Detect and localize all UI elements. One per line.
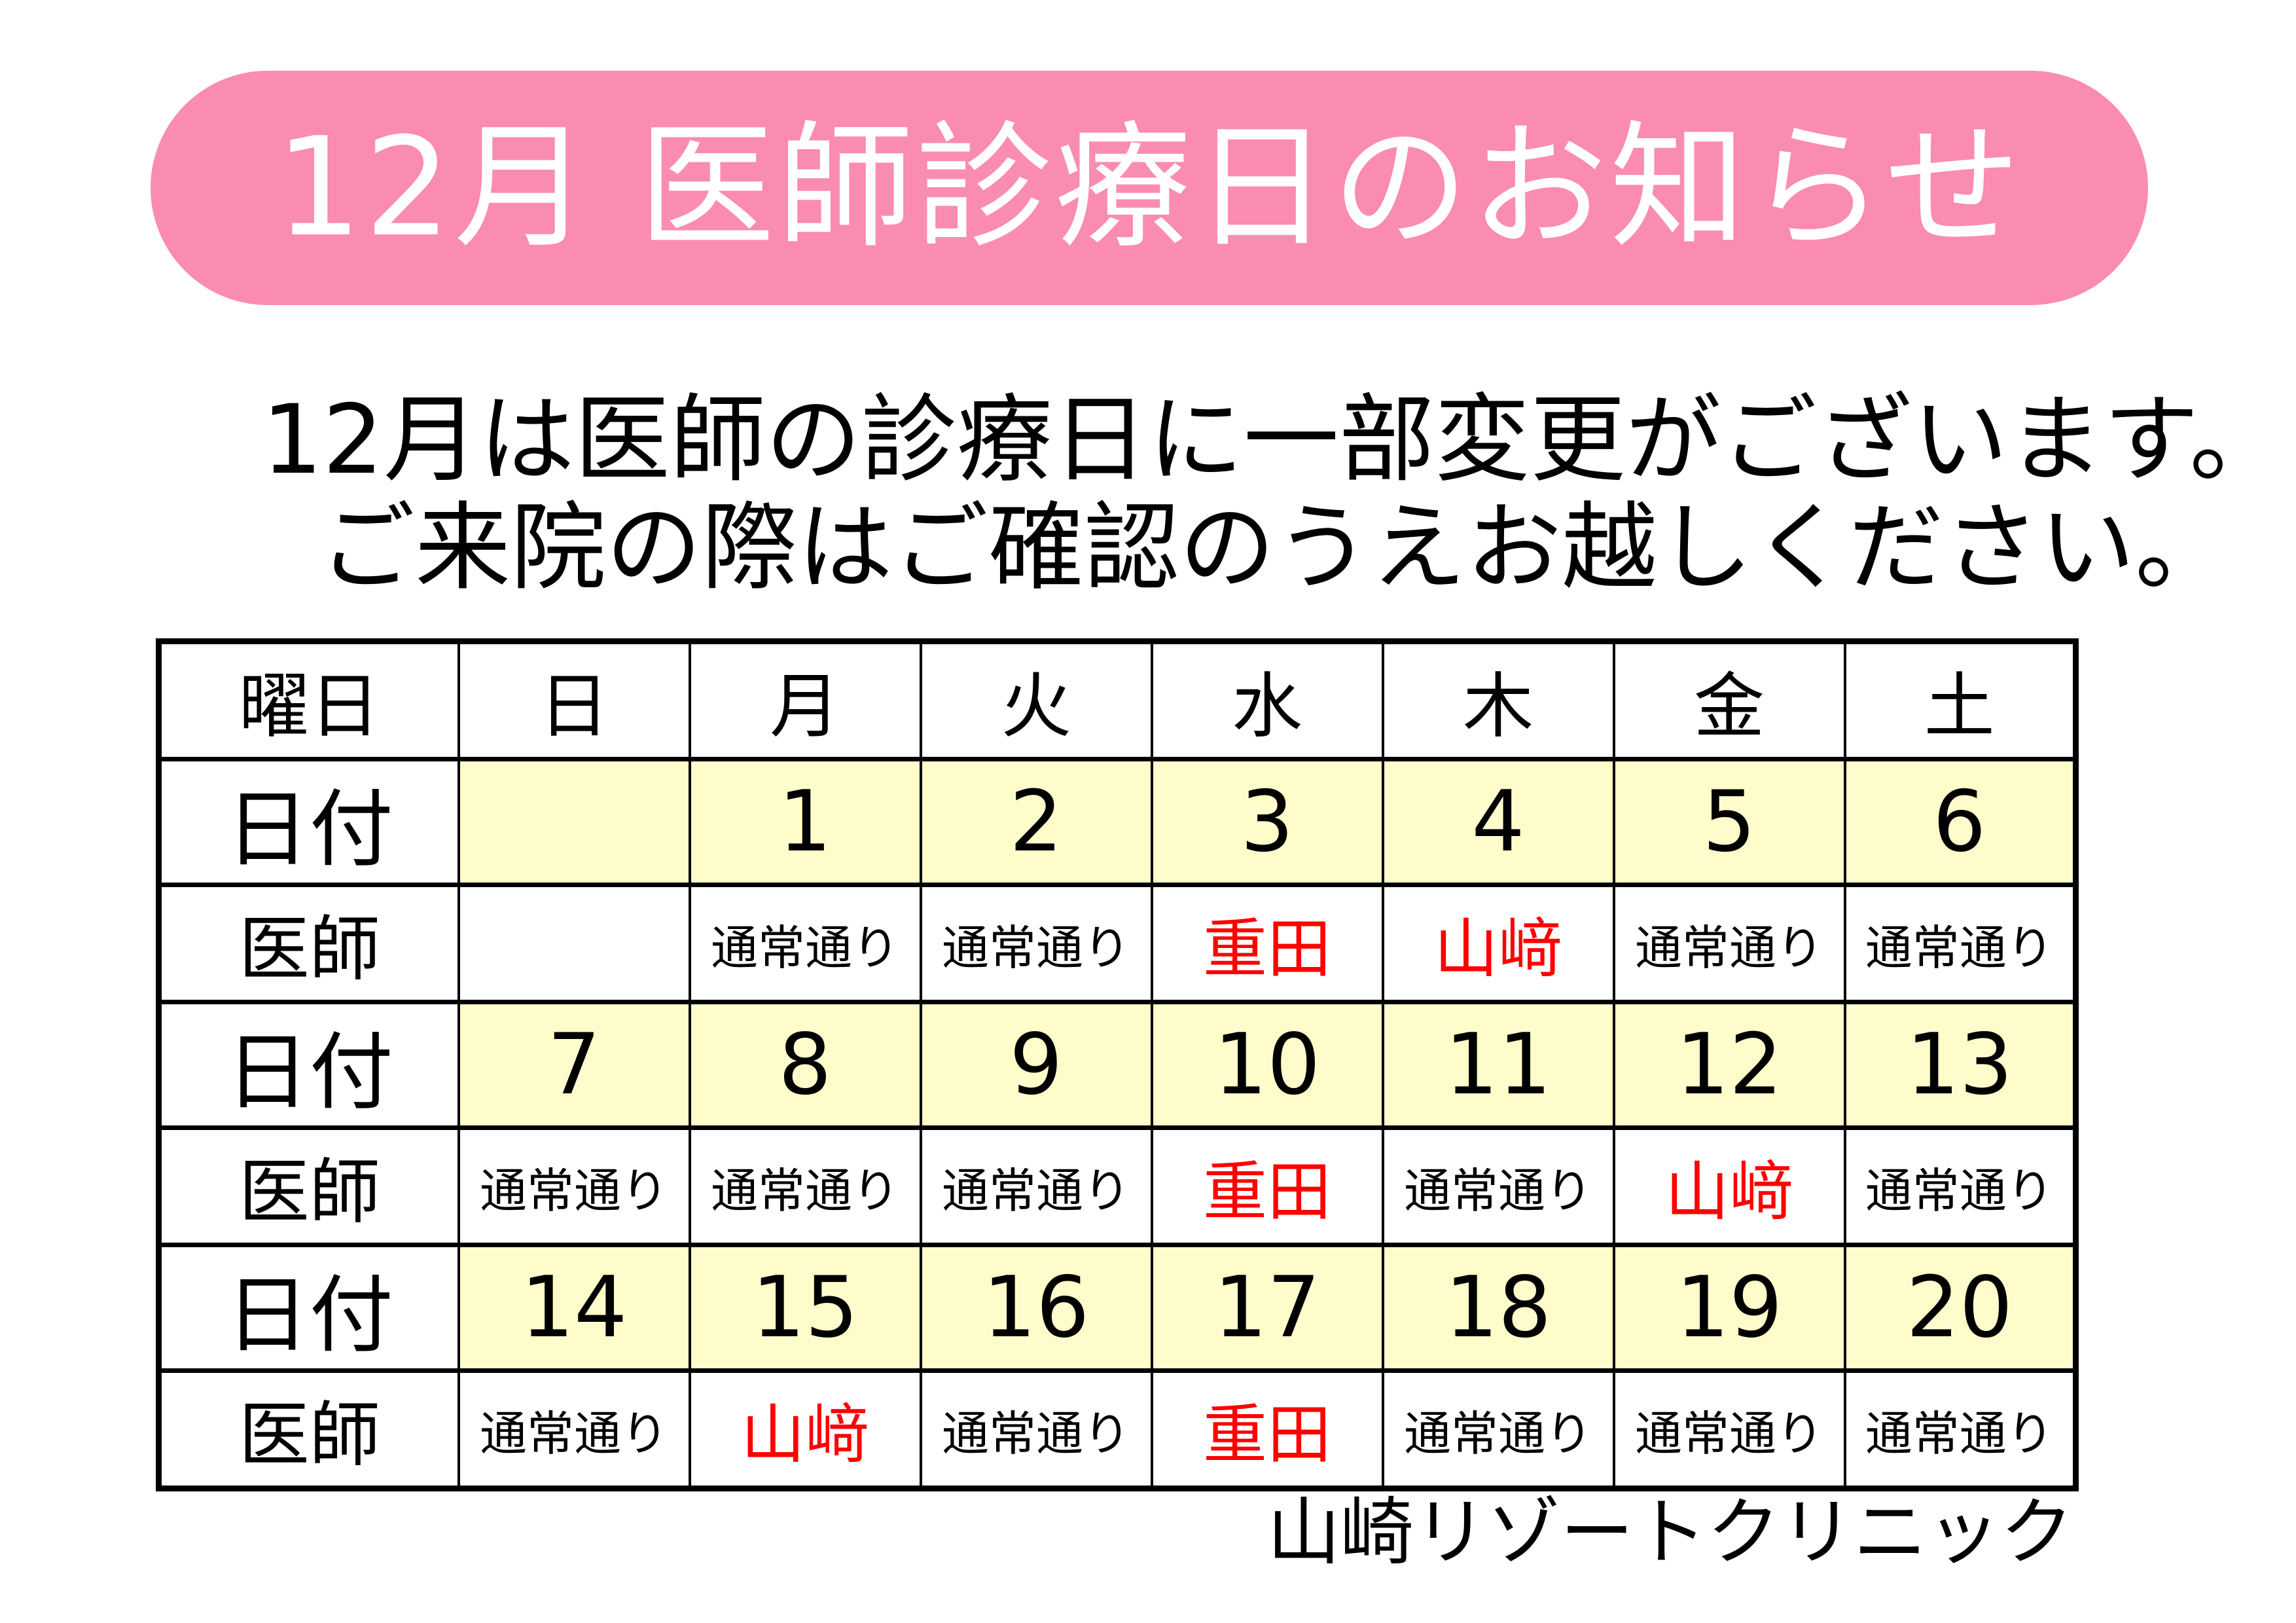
- weekday-mon: 月: [688, 639, 922, 761]
- doctor-row-label-week1: 医師: [157, 883, 460, 1004]
- notice-line-1: 12月は医師の診療日に一部変更がございます。: [262, 384, 2286, 496]
- title-banner: 12月 医師診療日のお知らせ: [151, 71, 2148, 305]
- date-cell-week2-fri: 12: [1612, 1000, 1846, 1130]
- date-row-week3: 日付 14 15 16 17 18 19 20: [157, 1243, 2077, 1373]
- date-cell-week3-tue: 16: [919, 1243, 1153, 1373]
- date-row-week2: 日付 7 8 9 10 11 12 13: [157, 1000, 2077, 1130]
- doctor-cell-week2-sat: 通常通り: [1843, 1125, 2077, 1247]
- doctor-row-week3: 医師 通常通り 山﨑 通常通り 重田 通常通り 通常通り 通常通り: [157, 1368, 2077, 1491]
- doctor-row-label-week2: 医師: [157, 1125, 460, 1247]
- doctor-row-label-week3: 医師: [157, 1368, 460, 1491]
- date-cell-week3-thu: 18: [1381, 1243, 1615, 1373]
- schedule-table-body: 曜日日月火水木金土日付 1 2 3 4 5 6 医師 通常通り 通常通り 重田 山﨑 通常通り 通常通り日…: [157, 639, 2077, 1491]
- weekday-corner-label: 曜日: [157, 639, 460, 761]
- date-cell-week1-thu: 4: [1381, 757, 1615, 887]
- doctor-cell-week3-sat: 通常通り: [1843, 1368, 2077, 1491]
- notice-line-2: ご来院の際はご確認のうえお越しください。: [319, 492, 2231, 604]
- weekday-fri: 金: [1612, 639, 1846, 761]
- weekday-tue: 火: [919, 639, 1153, 761]
- doctor-row-week2: 医師 通常通り 通常通り 通常通り 重田 通常通り 山﨑 通常通り: [157, 1125, 2077, 1247]
- date-row-label-week1: 日付: [157, 757, 460, 887]
- date-cell-week1-sun: [457, 757, 691, 887]
- date-row-label-week3: 日付: [157, 1243, 460, 1373]
- date-row-week1: 日付 1 2 3 4 5 6: [157, 757, 2077, 887]
- date-cell-week1-tue: 2: [919, 757, 1153, 887]
- doctor-cell-week3-mon: 山﨑: [688, 1368, 922, 1491]
- date-cell-week2-thu: 11: [1381, 1000, 1615, 1130]
- doctor-cell-week1-sat: 通常通り: [1843, 883, 2077, 1004]
- weekday-thu: 木: [1381, 639, 1615, 761]
- date-row-label-week2: 日付: [157, 1000, 460, 1130]
- doctor-cell-week2-thu: 通常通り: [1381, 1125, 1615, 1247]
- doctor-cell-week3-sun: 通常通り: [457, 1368, 691, 1491]
- date-cell-week3-mon: 15: [688, 1243, 922, 1373]
- date-cell-week3-wed: 17: [1150, 1243, 1384, 1373]
- date-cell-week3-sat: 20: [1843, 1243, 2077, 1373]
- doctor-cell-week2-mon: 通常通り: [688, 1125, 922, 1247]
- date-cell-week2-tue: 9: [919, 1000, 1153, 1130]
- doctor-cell-week3-wed: 重田: [1150, 1368, 1384, 1491]
- date-cell-week1-sat: 6: [1843, 757, 2077, 887]
- date-cell-week1-wed: 3: [1150, 757, 1384, 887]
- doctor-cell-week3-tue: 通常通り: [919, 1368, 1153, 1491]
- weekday-header-row: 曜日日月火水木金土: [157, 639, 2077, 761]
- doctor-cell-week3-fri: 通常通り: [1612, 1368, 1846, 1491]
- date-cell-week1-mon: 1: [688, 757, 922, 887]
- date-cell-week2-sat: 13: [1843, 1000, 2077, 1130]
- weekday-wed: 水: [1150, 639, 1384, 761]
- doctor-cell-week1-fri: 通常通り: [1612, 883, 1846, 1004]
- doctor-cell-week1-wed: 重田: [1150, 883, 1384, 1004]
- date-cell-week2-mon: 8: [688, 1000, 922, 1130]
- weekday-sat: 土: [1843, 639, 2077, 761]
- doctor-cell-week1-sun: [457, 883, 691, 1004]
- notice-paragraph: 12月は医師の診療日に一部変更がございます。 ご来院の際はご確認のうえお越しくだ…: [262, 386, 2285, 602]
- date-cell-week3-fri: 19: [1612, 1243, 1846, 1373]
- doctor-cell-week2-sun: 通常通り: [457, 1125, 691, 1247]
- doctor-cell-week1-tue: 通常通り: [919, 883, 1153, 1004]
- doctor-cell-week3-thu: 通常通り: [1381, 1368, 1615, 1491]
- doctor-cell-week1-mon: 通常通り: [688, 883, 922, 1004]
- weekday-sun: 日: [457, 639, 691, 761]
- clinic-name: 山崎リゾートクリニック: [1267, 1490, 2073, 1575]
- doctor-cell-week2-fri: 山﨑: [1612, 1125, 1846, 1247]
- poster-title: 12月 医師診療日のお知らせ: [275, 109, 2024, 267]
- doctor-cell-week2-wed: 重田: [1150, 1125, 1384, 1247]
- date-cell-week3-sun: 14: [457, 1243, 691, 1373]
- schedule-table-wrap: 曜日日月火水木金土日付 1 2 3 4 5 6 医師 通常通り 通常通り 重田 山﨑 通常通り 通常通り日…: [156, 638, 2079, 1491]
- date-cell-week2-wed: 10: [1150, 1000, 1384, 1130]
- doctor-cell-week2-tue: 通常通り: [919, 1125, 1153, 1247]
- schedule-table: 曜日日月火水木金土日付 1 2 3 4 5 6 医師 通常通り 通常通り 重田 山﨑 通常通り 通常通り日…: [156, 638, 2079, 1491]
- doctor-row-week1: 医師 通常通り 通常通り 重田 山﨑 通常通り 通常通り: [157, 883, 2077, 1004]
- date-cell-week2-sun: 7: [457, 1000, 691, 1130]
- date-cell-week1-fri: 5: [1612, 757, 1846, 887]
- doctor-cell-week1-thu: 山﨑: [1381, 883, 1615, 1004]
